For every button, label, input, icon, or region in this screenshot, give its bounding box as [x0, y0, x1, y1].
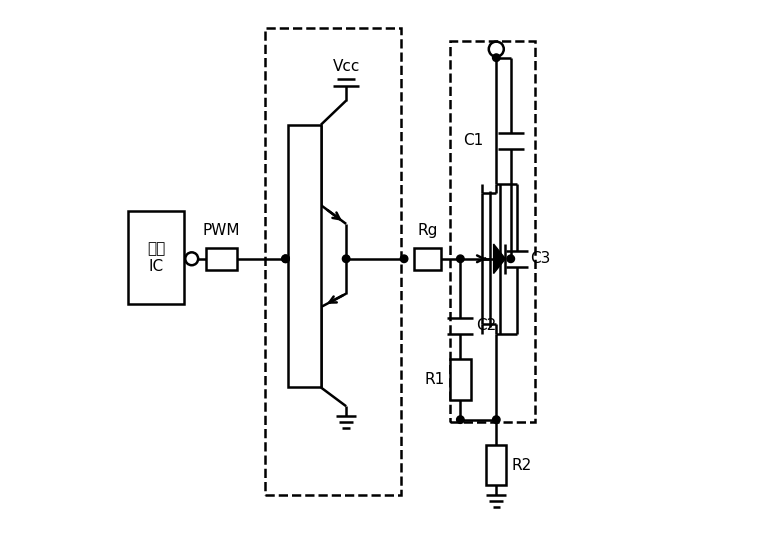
Circle shape: [456, 255, 464, 262]
Bar: [450, 40, 535, 423]
Circle shape: [342, 255, 350, 262]
Bar: [415, 247, 441, 270]
Bar: [288, 125, 321, 388]
Text: PWM: PWM: [203, 223, 240, 238]
Circle shape: [507, 255, 514, 262]
Circle shape: [400, 255, 408, 262]
Circle shape: [456, 416, 464, 424]
Text: R2: R2: [512, 458, 532, 473]
Bar: [450, 360, 471, 399]
Text: C3: C3: [530, 251, 550, 266]
Bar: [128, 211, 184, 305]
Circle shape: [492, 54, 500, 61]
Circle shape: [492, 416, 500, 424]
Text: C2: C2: [476, 319, 497, 333]
Text: R1: R1: [424, 372, 445, 387]
Circle shape: [282, 255, 290, 262]
Text: Rg: Rg: [418, 223, 438, 238]
Text: 电源
IC: 电源 IC: [147, 241, 165, 274]
Bar: [264, 28, 402, 495]
Bar: [486, 445, 507, 485]
Text: Vcc: Vcc: [332, 59, 360, 74]
Text: C1: C1: [463, 133, 483, 148]
Bar: [206, 247, 237, 270]
Polygon shape: [494, 244, 505, 273]
Circle shape: [282, 255, 290, 262]
